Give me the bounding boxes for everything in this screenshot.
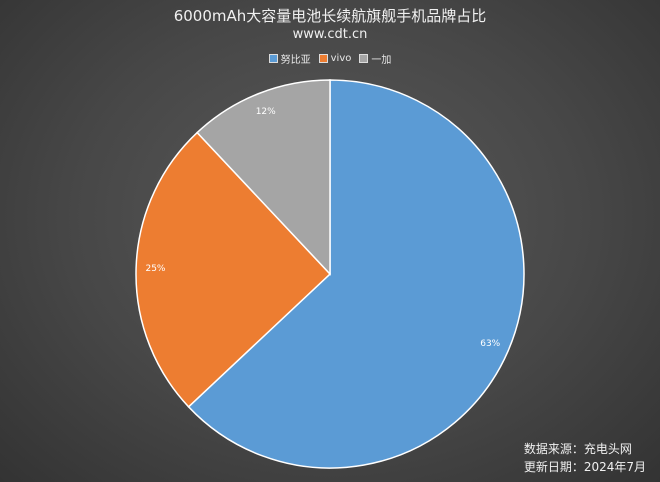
pie-slice-nubia — [187, 79, 525, 469]
legend-label-vivo: vivo — [330, 53, 352, 64]
source-note: 数据来源：充电头网 更新日期：2024年7月 — [524, 440, 646, 476]
update-date-text: 更新日期：2024年7月 — [523, 460, 646, 474]
legend-item-nubia: 努比亚 — [268, 51, 311, 66]
chart-title: 6000mAh大容量电池长续航旗舰手机品牌占比 — [173, 7, 487, 25]
data-label-nubia: 63% — [480, 339, 500, 349]
chart-subtitle: www.cdt.cn — [292, 27, 368, 42]
pie-slice-vivo — [135, 131, 332, 408]
legend: 努比亚 vivo 一加 — [0, 51, 660, 66]
legend-item-vivo: vivo — [318, 51, 352, 66]
legend-label-nubia: 努比亚 — [280, 55, 311, 66]
legend-label-oneplus: 一加 — [371, 55, 392, 66]
legend-swatch-nubia — [268, 54, 278, 63]
legend-item-oneplus: 一加 — [359, 51, 391, 66]
data-label-oneplus: 12% — [256, 107, 276, 117]
source-text: 数据来源：充电头网 — [523, 442, 632, 456]
legend-swatch-oneplus — [359, 54, 369, 63]
pie-slice-oneplus — [196, 79, 331, 276]
data-label-vivo: 25% — [145, 264, 165, 274]
legend-swatch-vivo — [318, 54, 328, 63]
